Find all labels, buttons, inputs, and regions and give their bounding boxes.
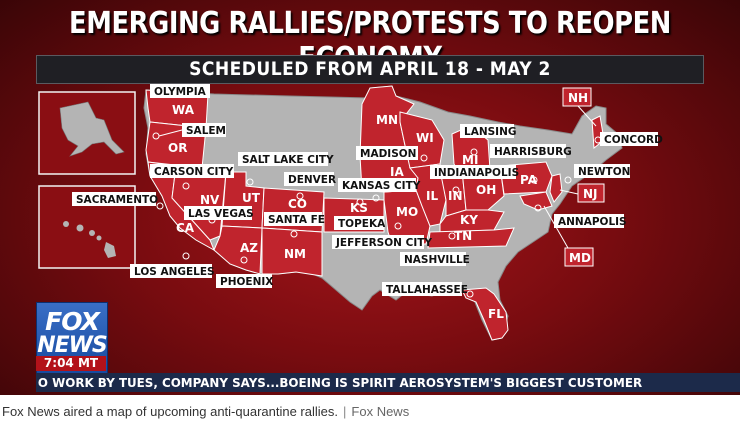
abbr-pa: PA xyxy=(520,173,538,187)
abbr-ks: KS xyxy=(350,201,368,215)
abbr-wa: WA xyxy=(172,103,195,117)
md-box: MD xyxy=(543,205,594,267)
logo-line1: FOX xyxy=(45,307,100,336)
svg-text:NEWTON: NEWTON xyxy=(578,166,630,178)
city-lansing: LANSING xyxy=(460,124,516,156)
city-tallahassee: TALLAHASSEE xyxy=(382,282,474,298)
svg-text:INDIANAPOLIS: INDIANAPOLIS xyxy=(434,167,519,179)
city-labels: OLYMPIA SALEM SACRAMENTO CARSON CITY LAS… xyxy=(72,84,663,298)
city-topeka: TOPEKA xyxy=(334,198,386,230)
abbr-ut: UT xyxy=(242,191,261,205)
svg-text:SALEM: SALEM xyxy=(186,125,226,137)
caption-separator: | xyxy=(343,404,347,419)
city-madison: MADISON xyxy=(356,146,428,162)
city-newton: NEWTON xyxy=(564,164,630,184)
svg-text:CARSON CITY: CARSON CITY xyxy=(154,166,234,178)
abbr-ia: IA xyxy=(390,165,404,179)
us-map: WA OR CA NV UT AZ CO NM KS MO IA MN WI M… xyxy=(38,84,663,341)
svg-text:PHOENIX: PHOENIX xyxy=(220,276,273,288)
city-nashville: NASHVILLE xyxy=(400,232,470,266)
svg-text:TOPEKA: TOPEKA xyxy=(338,218,386,230)
abbr-wi: WI xyxy=(416,131,434,145)
city-jefferson-city: JEFFERSON CITY xyxy=(332,222,432,249)
abbr-il: IL xyxy=(426,189,438,203)
alaska-inset xyxy=(38,91,136,175)
abbr-nm: NM xyxy=(284,247,306,261)
city-salt-lake-city: SALT LAKE CITY xyxy=(238,152,334,186)
svg-text:LOS ANGELES: LOS ANGELES xyxy=(134,266,215,278)
svg-text:ANNAPOLIS: ANNAPOLIS xyxy=(558,216,627,228)
abbr-mi: MI xyxy=(462,153,478,167)
city-phoenix: PHOENIX xyxy=(216,256,273,288)
abbr-az: AZ xyxy=(240,241,258,255)
box-abbr-md: MD xyxy=(569,251,591,265)
city-concord: CONCORD xyxy=(594,132,663,146)
abbr-fl: FL xyxy=(488,307,504,321)
ticker-text: O WORK BY TUES, COMPANY SAYS...BOEING IS… xyxy=(37,375,643,390)
abbr-tn: TN xyxy=(454,229,472,243)
city-harrisburg: HARRISBURG xyxy=(490,144,572,184)
svg-text:KANSAS CITY: KANSAS CITY xyxy=(342,180,421,192)
abbr-or: OR xyxy=(168,141,187,155)
logo-line2: NEWS xyxy=(37,333,108,358)
abbr-co: CO xyxy=(288,197,307,211)
broadcast-frame: EMERGING RALLIES/PROTESTS TO REOPEN ECON… xyxy=(0,0,740,395)
box-abbr-nj: NJ xyxy=(583,187,598,201)
svg-text:CONCORD: CONCORD xyxy=(604,134,663,146)
city-denver: DENVER xyxy=(284,172,336,200)
svg-text:MADISON: MADISON xyxy=(360,148,416,160)
city-sacramento: SACRAMENTO xyxy=(72,192,164,210)
image-caption: Fox News aired a map of upcoming anti-qu… xyxy=(2,404,409,419)
subheadline: SCHEDULED FROM APRIL 18 - MAY 2 xyxy=(189,58,551,80)
city-annapolis: ANNAPOLIS xyxy=(534,204,627,228)
caption-credit: Fox News xyxy=(351,404,410,419)
abbr-oh: OH xyxy=(476,183,496,197)
nj-box: NJ xyxy=(559,183,605,203)
svg-text:DENVER: DENVER xyxy=(288,174,336,186)
protest-states xyxy=(145,85,605,341)
svg-text:SALT LAKE CITY: SALT LAKE CITY xyxy=(242,154,334,166)
city-santa-fe: SANTA FE xyxy=(264,212,325,238)
abbr-mo: MO xyxy=(396,205,418,219)
city-salem: SALEM xyxy=(152,123,226,140)
svg-text:SACRAMENTO: SACRAMENTO xyxy=(76,194,158,206)
state-tn xyxy=(427,227,515,249)
svg-text:OLYMPIA: OLYMPIA xyxy=(154,86,207,98)
svg-text:LANSING: LANSING xyxy=(464,126,516,138)
state-abbreviations: WA OR CA NV UT AZ CO NM KS MO IA MN WI M… xyxy=(168,103,538,321)
subheadline-bar: SCHEDULED FROM APRIL 18 - MAY 2 xyxy=(36,55,704,84)
svg-text:TALLAHASSEE: TALLAHASSEE xyxy=(386,284,468,296)
broadcast-time: 7:04 MT xyxy=(36,356,106,371)
state-fl xyxy=(461,287,509,341)
box-abbr-nh: NH xyxy=(568,91,588,105)
abbr-in: IN xyxy=(448,189,463,203)
svg-text:SANTA FE: SANTA FE xyxy=(268,214,325,226)
abbr-ca: CA xyxy=(176,221,195,235)
news-ticker: O WORK BY TUES, COMPANY SAYS...BOEING IS… xyxy=(36,373,740,392)
abbr-nv: NV xyxy=(200,193,220,207)
svg-text:JEFFERSON CITY: JEFFERSON CITY xyxy=(335,237,432,249)
abbr-mn: MN xyxy=(376,113,398,127)
svg-text:LAS VEGAS: LAS VEGAS xyxy=(188,208,254,220)
svg-text:HARRISBURG: HARRISBURG xyxy=(494,146,572,158)
abbr-ky: KY xyxy=(460,213,478,227)
city-indianapolis: INDIANAPOLIS xyxy=(430,165,519,194)
city-carson-city: CARSON CITY xyxy=(150,164,234,190)
city-olympia: OLYMPIA xyxy=(150,84,210,98)
svg-text:NASHVILLE: NASHVILLE xyxy=(404,254,470,266)
nh-box: NH xyxy=(562,87,597,127)
city-las-vegas: LAS VEGAS xyxy=(184,206,254,224)
caption-text: Fox News aired a map of upcoming anti-qu… xyxy=(2,404,339,419)
city-kansas-city: KANSAS CITY xyxy=(338,178,421,202)
state-nj xyxy=(549,173,563,203)
city-los-angeles: LOS ANGELES xyxy=(130,252,215,278)
